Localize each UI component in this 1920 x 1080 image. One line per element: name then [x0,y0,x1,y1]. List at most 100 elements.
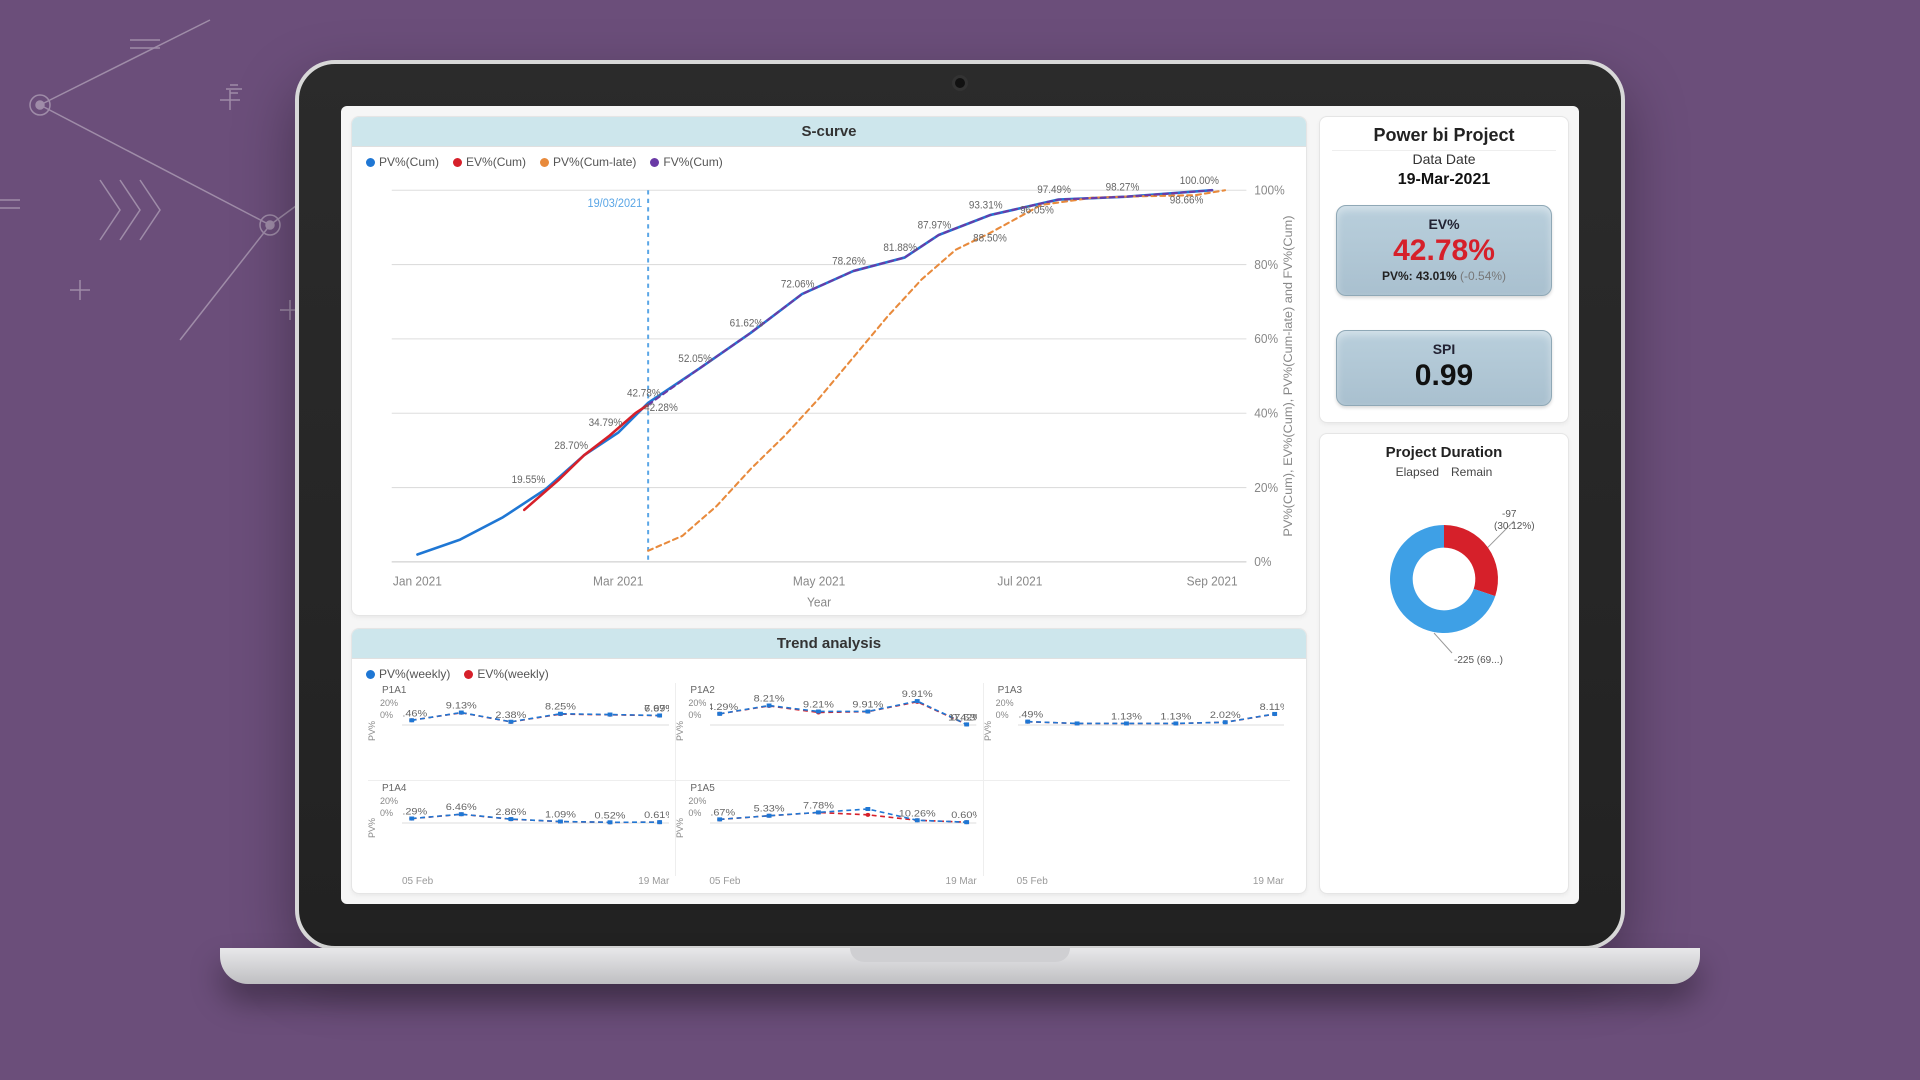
svg-text:9.13%: 9.13% [446,701,477,711]
trend-cell-title: P1A1 [382,685,406,696]
svg-text:97.49%: 97.49% [1037,185,1071,196]
svg-text:19/03/2021: 19/03/2021 [588,198,643,210]
svg-text:14.29%: 14.29% [710,703,738,713]
svg-text:9.91%: 9.91% [853,700,884,710]
svg-text:20%: 20% [1254,480,1278,494]
svg-text:9.21%: 9.21% [803,700,834,710]
trend-cell-title: P1A5 [690,783,714,794]
svg-text:Mar 2021: Mar 2021 [593,574,643,588]
svg-text:3.29%: 3.29% [402,807,427,817]
kpi-ev-delta: (-0.54%) [1460,269,1506,283]
legend-item: FV%(Cum) [650,155,722,169]
trend-sparkline: 3.29%6.46%2.86%1.09%0.52%0.61% [402,785,669,827]
panel-duration: Project Duration ElapsedRemain -97(30.12… [1319,433,1569,894]
trend-cell-ylabel: PV% [675,818,685,838]
project-title: Power bi Project [1320,117,1568,150]
svg-text:60%: 60% [1254,332,1278,346]
svg-text:2.02%: 2.02% [1209,711,1240,721]
kpi-spi-value: 0.99 [1349,359,1539,394]
panel-project: Power bi Project Data Date 19-Mar-2021 E… [1319,116,1569,423]
trend-cell-yticks: 20%0% [380,795,398,819]
svg-text:88.50%: 88.50% [973,233,1007,244]
svg-text:6.99%: 6.99% [644,704,669,714]
trend-sparkline: 3.46%9.13%2.38%8.25%7.67%6.99% [402,687,669,729]
svg-text:40%: 40% [1254,406,1278,420]
svg-text:2.38%: 2.38% [495,711,526,721]
trend-cell: P1A5PV%20%0%2.67%5.33%7.78%10.26%0.60% [675,780,982,877]
trend-cell-yticks: 20%0% [380,697,398,721]
svg-text:93.31%: 93.31% [969,200,1003,211]
trend-cell-yticks: 20%0% [688,697,706,721]
svg-text:80%: 80% [1254,257,1278,271]
trend-xaxis-cell: 05 Feb19 Mar [675,876,982,893]
svg-text:0%: 0% [1254,555,1271,569]
svg-text:7.78%: 7.78% [803,801,834,811]
kpi-ev-foot: PV%: 43.01% (-0.54%) [1349,269,1539,283]
legend-item: PV%(weekly) [366,667,450,681]
trend-xaxis: 05 Feb19 Mar05 Feb19 Mar05 Feb19 Mar [352,876,1306,893]
trend-xaxis-cell: 05 Feb19 Mar [983,876,1290,893]
trend-cell-ylabel: PV% [675,721,685,741]
scurve-body: 0% 20% 40% 60% 80% 100% Jan 2021 Mar 2021 May 20… [352,169,1306,615]
legend-item: Remain [1451,465,1492,479]
svg-text:100.00%: 100.00% [1180,176,1219,187]
svg-text:42.78%: 42.78% [627,388,661,399]
panel-scurve: S-curve PV%(Cum)EV%(Cum)PV%(Cum-late)FV%… [351,116,1307,616]
svg-text:9.91%: 9.91% [902,690,933,700]
trend-sparkline: 14.29%8.21%9.21%9.91%9.91%17.53%0.42% [710,687,976,729]
data-date-label: Data Date [1320,151,1568,167]
data-date: 19-Mar-2021 [1320,167,1568,199]
legend-item: EV%(Cum) [453,155,526,169]
svg-text:2.49%: 2.49% [1018,710,1043,720]
trend-legend: PV%(weekly) EV%(weekly) [352,659,1306,681]
svg-text:19.55%: 19.55% [512,475,546,486]
trend-cell: P1A3PV%20%0%2.49%1.13%1.13%2.02%8.11% [983,683,1290,780]
trend-cell-ylabel: PV% [367,721,377,741]
svg-text:-225 (69...): -225 (69...) [1454,655,1503,666]
svg-text:5.33%: 5.33% [754,804,785,814]
svg-text:72.06%: 72.06% [781,279,815,290]
svg-text:98.66%: 98.66% [1170,195,1204,206]
scurve-title: S-curve [352,117,1306,147]
svg-text:61.62%: 61.62% [730,318,764,329]
svg-text:28.70%: 28.70% [554,441,588,452]
duration-donut: -97(30.12%)-225 (69...) [1334,479,1554,669]
svg-text:0.61%: 0.61% [644,810,669,820]
trend-sparkline: 2.67%5.33%7.78%10.26%0.60% [710,785,976,827]
svg-text:10.26%: 10.26% [899,809,936,819]
svg-text:96.05%: 96.05% [1020,205,1054,216]
svg-text:1.09%: 1.09% [545,810,576,820]
panel-trend: Trend analysis PV%(weekly)EV%(weekly) P1… [351,628,1307,894]
scurve-chart: 0% 20% 40% 60% 80% 100% Jan 2021 Mar 2021 May 20… [352,169,1306,615]
trend-cell-yticks: 20%0% [688,795,706,819]
svg-text:100%: 100% [1254,183,1285,197]
trend-cell-title: P1A2 [690,685,714,696]
svg-text:81.88%: 81.88% [883,243,917,254]
duration-legend: ElapsedRemain [1320,463,1568,479]
svg-text:6.46%: 6.46% [446,803,477,813]
trend-cell: P1A2PV%20%0%14.29%8.21%9.21%9.91%9.91%17… [675,683,982,780]
svg-text:-97: -97 [1502,509,1517,520]
camera-icon [955,78,965,88]
trend-cell-ylabel: PV% [367,818,377,838]
svg-text:52.05%: 52.05% [678,354,712,365]
trend-xaxis-cell: 05 Feb19 Mar [368,876,675,893]
svg-text:May 2021: May 2021 [793,574,845,588]
screen: S-curve PV%(Cum)EV%(Cum)PV%(Cum-late)FV%… [341,106,1579,904]
trend-cell: P1A4PV%20%0%3.29%6.46%2.86%1.09%0.52%0.6… [368,780,675,877]
svg-text:34.79%: 34.79% [589,418,623,429]
svg-text:Jan 2021: Jan 2021 [393,574,442,588]
kpi-ev-pv: PV%: 43.01% [1382,269,1457,283]
laptop-base [220,948,1700,984]
trend-cell-title: P1A3 [998,685,1022,696]
legend-item: PV%(Cum-late) [540,155,636,169]
trend-sparkline: 2.49%1.13%1.13%2.02%8.11% [1018,687,1284,729]
trend-grid: P1A1PV%20%0%3.46%9.13%2.38%8.25%7.67%6.9… [352,681,1306,876]
legend-item: EV%(weekly) [464,667,548,681]
trend-cell: P1A1PV%20%0%3.46%9.13%2.38%8.25%7.67%6.9… [368,683,675,780]
svg-text:0.42%: 0.42% [952,713,977,723]
svg-text:1.13%: 1.13% [1111,712,1142,722]
trend-cell [983,780,1290,877]
trend-cell-ylabel: PV% [983,721,993,741]
svg-text:78.26%: 78.26% [832,256,866,267]
